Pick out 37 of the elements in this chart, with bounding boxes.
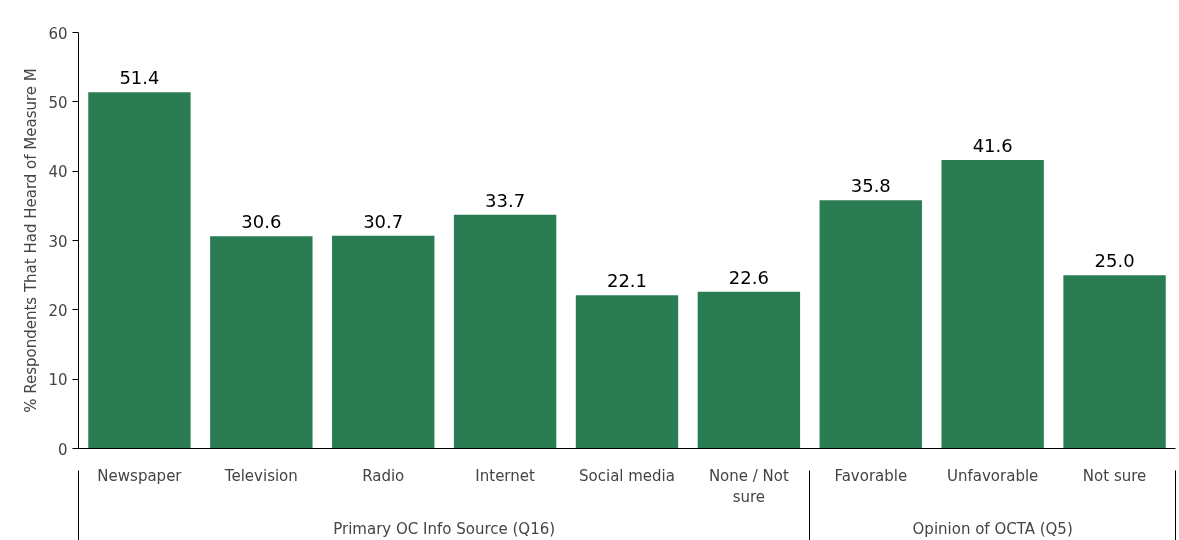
- x-tick-label: Social media: [579, 466, 675, 485]
- data-label: 22.1: [606, 270, 648, 292]
- data-label: 22.6: [728, 266, 769, 288]
- x-tick-label: Radio: [362, 466, 405, 485]
- data-label: 30.7: [363, 210, 404, 232]
- bar: [88, 92, 191, 449]
- y-tick-label: 50: [48, 93, 68, 112]
- data-label: 51.4: [119, 67, 160, 89]
- data-label: 35.8: [850, 175, 891, 197]
- bar: [819, 200, 922, 449]
- x-tick-label: Television: [223, 466, 298, 485]
- y-tick-label: 0: [57, 440, 68, 459]
- x-tick-label: None / Not sure: [708, 466, 790, 507]
- bar: [697, 291, 801, 449]
- y-axis-title: % Respondents That Had Heard of Measure M: [22, 68, 41, 413]
- y-tick-label: 10: [48, 371, 68, 390]
- y-tick-label: 30: [48, 232, 68, 251]
- bar: [1063, 275, 1166, 449]
- bar: [453, 214, 557, 449]
- data-label: 25.0: [1094, 250, 1135, 272]
- data-label: 41.6: [972, 135, 1013, 157]
- y-tick-label: 40: [48, 163, 68, 182]
- bar: [575, 295, 679, 449]
- data-label: 33.7: [485, 189, 526, 211]
- y-tick-label: 20: [48, 301, 68, 320]
- x-tick-label: Favorable: [834, 466, 908, 485]
- x-tick-label: Unfavorable: [947, 466, 1039, 485]
- bar: [332, 235, 435, 449]
- bar: [941, 160, 1044, 449]
- text: Primary OC Info Source (Q16): [333, 519, 556, 538]
- y-tick-label: 60: [48, 24, 68, 43]
- data-label: 30.6: [241, 211, 282, 233]
- bar: [210, 236, 313, 449]
- text: Opinion of OCTA (Q5): [912, 519, 1073, 538]
- x-tick-label: Newspaper: [97, 466, 183, 485]
- x-tick-label: Not sure: [1082, 466, 1147, 485]
- x-tick-label: Internet: [475, 466, 536, 485]
